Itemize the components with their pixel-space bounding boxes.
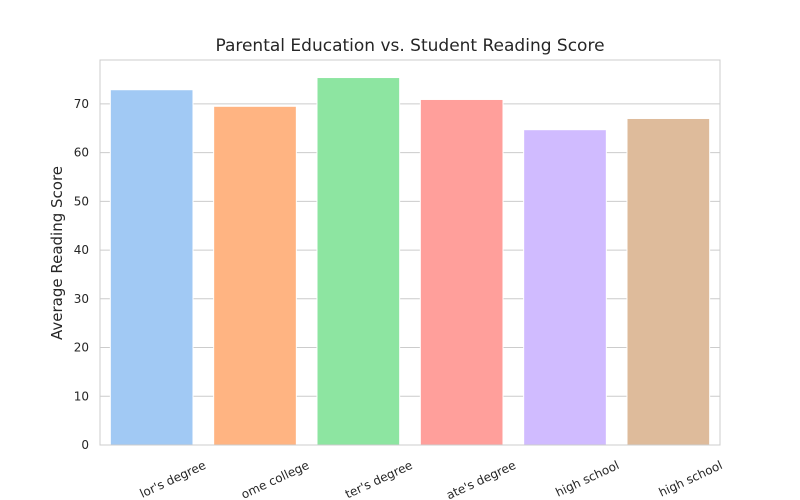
y-tick-label: 0	[81, 438, 89, 452]
y-tick-label: 10	[74, 389, 89, 403]
x-tick-label: lor's degree	[138, 458, 208, 500]
bar	[213, 105, 297, 446]
bar	[109, 89, 194, 446]
gridlines	[100, 103, 720, 446]
y-axis-label: Average Reading Score	[48, 166, 66, 340]
x-tick-label: high school	[553, 458, 621, 500]
x-tick-label: high school	[657, 458, 725, 500]
y-axis-ticks: 0 10 20 30 40 50 60 70	[74, 97, 89, 452]
y-tick-label: 70	[74, 97, 89, 111]
bar	[626, 117, 711, 446]
x-axis-ticks: lor's degree ome college ter's degree ate's…	[138, 458, 725, 500]
x-tick-label: ate's degree	[444, 458, 518, 500]
bar	[523, 129, 607, 446]
y-tick-label: 40	[74, 243, 89, 257]
bar	[316, 77, 401, 446]
bars	[109, 77, 711, 446]
y-tick-label: 50	[74, 194, 89, 208]
bar	[419, 98, 504, 446]
x-tick-label: ter's degree	[343, 458, 415, 500]
y-tick-label: 20	[74, 341, 89, 355]
plot-frame	[99, 59, 721, 446]
chart-title: Parental Education vs. Student Reading S…	[215, 36, 604, 56]
x-tick-label: ome college	[239, 458, 311, 500]
y-tick-label: 60	[74, 146, 89, 160]
y-tick-label: 30	[74, 292, 89, 306]
